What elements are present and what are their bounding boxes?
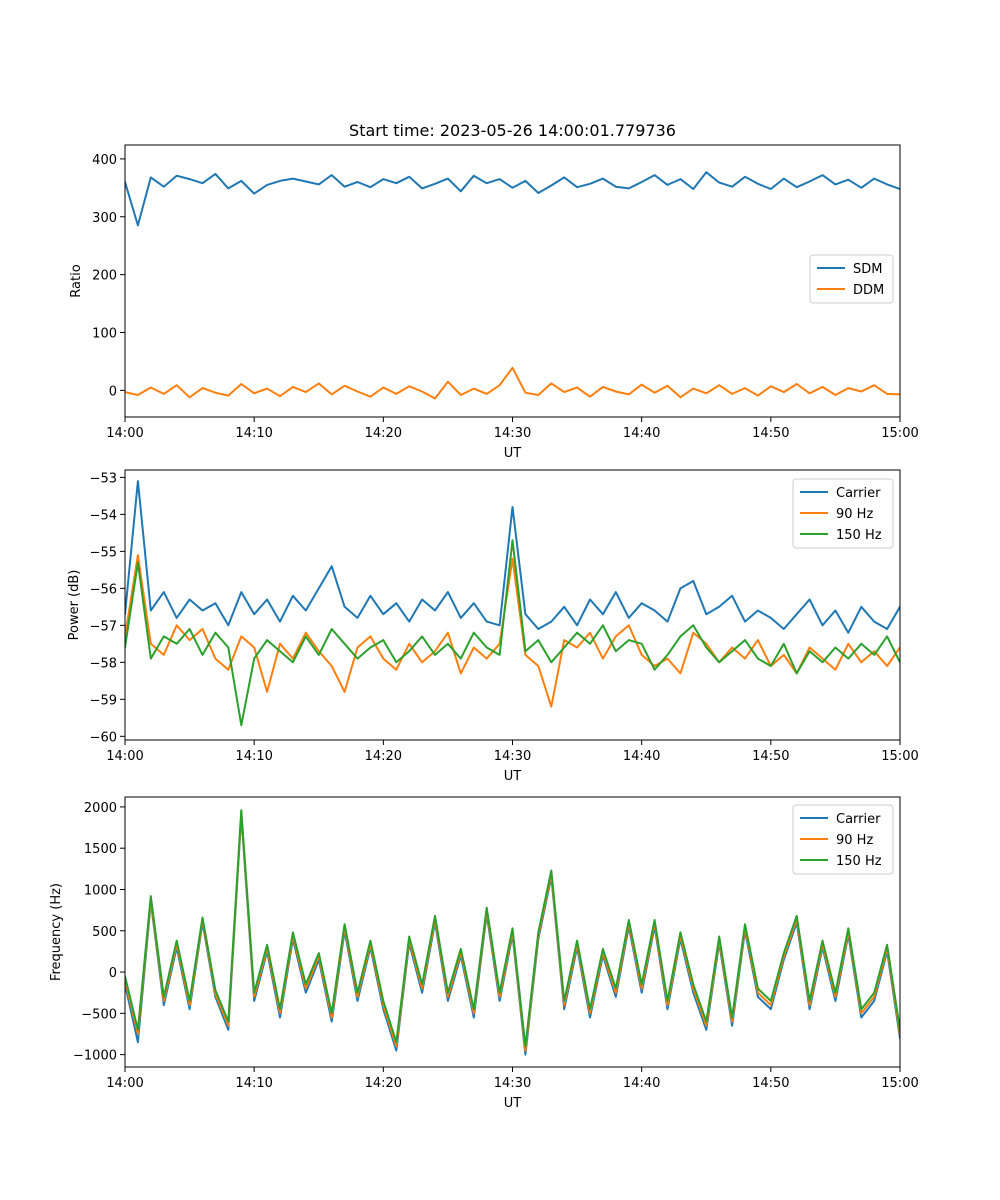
x-tick-label: 14:30	[494, 749, 531, 764]
chart-panel-3: 14:00 14:10 14:20 14:30 14:40 14:50 15:00 2000 1…	[49, 796, 919, 1111]
y-tick-label: −57	[90, 619, 117, 634]
x-tick-label: 14:00	[106, 426, 143, 441]
y-tick-label: −53	[90, 471, 117, 486]
x-tick-label: 14:00	[106, 1076, 143, 1091]
legend: SDM DDM	[809, 254, 894, 304]
chart-panel-2: 14:00 14:10 14:20 14:30 14:40 14:50 15:00 −53 −5…	[67, 469, 919, 784]
x-tick-label: 15:00	[881, 1076, 918, 1091]
legend-label: DDM	[853, 283, 884, 298]
legend-label: SDM	[853, 262, 882, 277]
y-tick-label: −60	[90, 730, 117, 745]
y-tick-label: 100	[92, 327, 117, 342]
x-tick-label: 14:30	[494, 1076, 531, 1091]
legend: Carrier 90 Hz 150 Hz	[792, 478, 894, 549]
x-tick-label: 14:20	[365, 426, 402, 441]
y-tick-label: 200	[92, 269, 117, 284]
x-tick-label: 14:50	[752, 426, 789, 441]
x-tick-label: 14:10	[235, 1076, 272, 1091]
x-tick-label: 14:40	[623, 1076, 660, 1091]
y-tick-label: 0	[109, 384, 117, 399]
x-tick-label: 14:40	[623, 749, 660, 764]
x-tick-label: 15:00	[881, 426, 918, 441]
x-tick-label: 14:00	[106, 749, 143, 764]
series-line-90-hz	[125, 554, 900, 708]
x-tick-label: 14:20	[365, 1076, 402, 1091]
series-line-150-hz	[125, 809, 900, 1048]
legend: Carrier 90 Hz 150 Hz	[792, 804, 894, 875]
x-axis-label: UT	[504, 769, 522, 784]
y-tick-label: 500	[92, 925, 117, 940]
y-tick-label: −500	[81, 1007, 117, 1022]
y-tick-label: 1000	[84, 883, 117, 898]
y-tick-label: 2000	[84, 801, 117, 816]
y-tick-label: −58	[90, 656, 117, 671]
x-tick-label: 14:10	[235, 749, 272, 764]
x-tick-label: 14:10	[235, 426, 272, 441]
y-tick-label: −54	[90, 508, 117, 523]
y-tick-label: −59	[90, 693, 117, 708]
series-line-150-hz	[125, 539, 900, 727]
x-tick-label: 14:50	[752, 749, 789, 764]
y-axis-label: Power (dB)	[67, 570, 82, 641]
series-line-sdm	[125, 171, 900, 227]
series-line-carrier	[125, 480, 900, 634]
legend-label: Carrier	[836, 486, 881, 501]
series-line-ddm	[125, 366, 900, 400]
legend-box	[792, 804, 894, 875]
chart-title: Start time: 2023-05-26 14:00:01.779736	[349, 121, 676, 140]
plot-area-frame	[124, 144, 901, 418]
chart-panel-1: 14:00 14:10 14:20 14:30 14:40 14:50 15:00 0 100 2…	[69, 121, 919, 461]
legend-box	[792, 478, 894, 549]
y-tick-label: 0	[109, 966, 117, 981]
legend-label: 90 Hz	[836, 507, 873, 522]
y-axis-label: Frequency (Hz)	[49, 883, 64, 981]
x-tick-label: 14:20	[365, 749, 402, 764]
x-tick-label: 14:40	[623, 426, 660, 441]
x-axis-label: UT	[504, 446, 522, 461]
y-tick-label: 1500	[84, 842, 117, 857]
x-tick-label: 14:50	[752, 1076, 789, 1091]
y-tick-label: −55	[90, 545, 117, 560]
legend-label: 150 Hz	[836, 528, 882, 543]
legend-label: 90 Hz	[836, 833, 873, 848]
x-tick-label: 15:00	[881, 749, 918, 764]
legend-label: 150 Hz	[836, 854, 882, 869]
y-tick-label: 300	[92, 211, 117, 226]
x-tick-label: 14:30	[494, 426, 531, 441]
y-tick-label: 400	[92, 153, 117, 168]
y-tick-label: −56	[90, 582, 117, 597]
legend-label: Carrier	[836, 812, 881, 827]
x-axis-label: UT	[504, 1096, 522, 1111]
y-axis-label: Ratio	[69, 264, 84, 297]
y-tick-label: −1000	[73, 1049, 117, 1064]
